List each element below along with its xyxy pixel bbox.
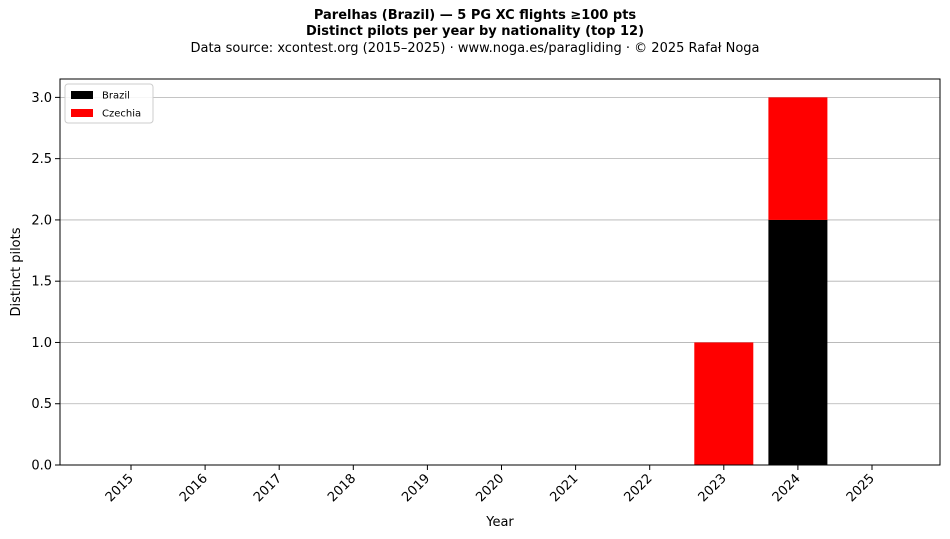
y-tick-label: 2.5 (31, 152, 52, 167)
chart-title-block: Parelhas (Brazil) — 5 PG XC flights ≥100… (0, 8, 950, 57)
x-tick-label: 2018 (325, 471, 359, 505)
x-tick-label: 2024 (770, 471, 804, 505)
bar-series (694, 97, 828, 465)
x-axis: 2015 2016 2017 2018 2019 2020 2021 2022 2023 2024… (103, 465, 878, 505)
y-tick-label: 2.0 (31, 213, 52, 228)
chart-title-line-2: Distinct pilots per year by nationality … (305, 24, 645, 39)
chart-subtitle: Data source: xcontest.org (2015–2025) · … (190, 41, 760, 56)
y-tick-label: 0.0 (31, 459, 52, 474)
legend: Brazil Czechia (64, 83, 154, 124)
y-tick-label: 1.5 (31, 275, 52, 290)
x-axis-label: Year (485, 515, 514, 530)
y-tick-label: 1.0 (31, 336, 52, 351)
legend-swatch-czechia (71, 109, 93, 117)
bar-czechia-2024 (768, 97, 828, 220)
plot-frame (59, 78, 941, 466)
legend-swatch-brazil (71, 91, 93, 99)
legend-label-brazil: Brazil (102, 91, 130, 102)
x-tick-label: 2019 (399, 471, 433, 505)
y-axis: 0.0 0.5 1.0 1.5 2.0 2.5 3.0 (31, 91, 60, 474)
x-tick-label: 2021 (547, 471, 581, 505)
x-tick-label: 2022 (622, 471, 656, 505)
x-tick-label: 2025 (844, 471, 878, 505)
x-tick-label: 2020 (473, 471, 507, 505)
x-tick-label: 2017 (251, 471, 285, 505)
y-tick-label: 0.5 (31, 397, 52, 412)
x-tick-label: 2016 (177, 471, 211, 505)
legend-label-czechia: Czechia (102, 109, 141, 120)
x-tick-label: 2023 (696, 471, 730, 505)
bar-brazil-2024 (768, 219, 828, 465)
y-axis-label: Distinct pilots (9, 227, 24, 316)
x-tick-label: 2015 (103, 471, 137, 505)
chart-title: Parelhas (Brazil) — 5 PG XC flights ≥100… (313, 8, 637, 23)
bar-czechia-2023 (694, 342, 754, 465)
y-tick-label: 3.0 (31, 91, 52, 106)
